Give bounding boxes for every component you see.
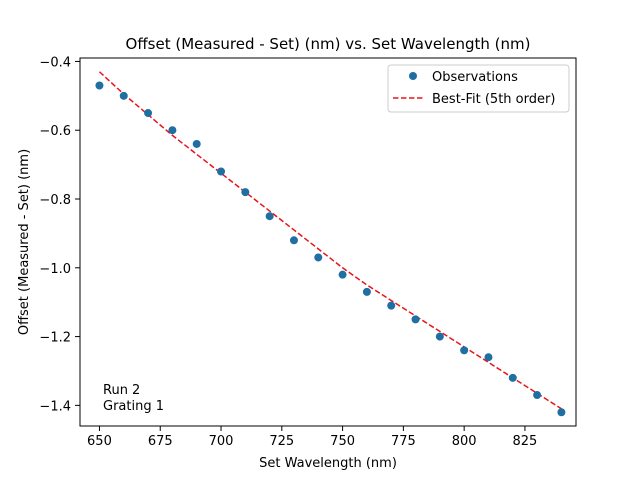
observation-point: [192, 139, 201, 148]
x-tick-label: 800: [452, 434, 477, 449]
annotation: Run 2 Grating 1: [103, 383, 164, 414]
legend-marker-observations: [409, 72, 417, 80]
observation-point: [119, 91, 128, 100]
annotation-run: Run 2: [103, 383, 140, 398]
chart-title: Offset (Measured - Set) (nm) vs. Set Wav…: [126, 35, 531, 53]
fit-layer: [98, 71, 562, 410]
y-axis-ticks: −0.4 −0.6 −0.8 −1.0 −1.2 −1.4: [39, 55, 80, 414]
observation-point: [289, 236, 298, 245]
observation-point: [217, 167, 226, 176]
observation-point: [241, 188, 250, 197]
observation-point: [144, 109, 153, 118]
observation-point: [508, 373, 517, 382]
observation-point: [460, 346, 469, 355]
observation-point: [314, 253, 323, 262]
observation-point: [484, 353, 493, 362]
legend: Observations Best-Fit (5th order): [387, 64, 570, 113]
legend-box: [387, 64, 570, 113]
annotation-grating: Grating 1: [103, 399, 164, 414]
legend-label-observations: Observations: [432, 70, 518, 85]
plot-frame: [79, 57, 577, 427]
x-tick-label: 750: [330, 434, 355, 449]
observation-point: [362, 287, 371, 296]
x-tick-label: 650: [87, 434, 112, 449]
x-tick-label: 775: [391, 434, 416, 449]
y-tick-label: −0.6: [39, 124, 71, 139]
fit-line: [98, 71, 562, 410]
points-layer: [95, 81, 566, 417]
y-tick-label: −1.4: [39, 399, 71, 414]
observation-point: [411, 315, 420, 324]
x-axis-label: Set Wavelength (nm): [259, 456, 397, 471]
x-tick-label: 725: [269, 434, 294, 449]
observation-point: [95, 81, 104, 90]
x-tick-label: 675: [148, 434, 173, 449]
y-axis-label: Offset (Measured - Set) (nm): [17, 149, 32, 335]
x-tick-label: 700: [209, 434, 234, 449]
observation-point: [435, 332, 444, 341]
observation-point: [533, 391, 542, 400]
x-axis-ticks: 650 675 700 725 750 775 800 825: [87, 426, 537, 449]
observation-point: [557, 408, 566, 417]
plot-area: [95, 71, 566, 417]
y-tick-label: −1.2: [39, 331, 71, 346]
observation-point: [387, 301, 396, 310]
y-tick-label: −0.8: [39, 193, 71, 208]
legend-label-fit: Best-Fit (5th order): [432, 92, 555, 107]
observation-point: [338, 270, 347, 279]
observation-point: [265, 212, 274, 221]
observation-point: [168, 126, 177, 135]
x-tick-label: 825: [513, 434, 538, 449]
y-tick-label: −1.0: [39, 262, 71, 277]
y-tick-label: −0.4: [39, 55, 71, 70]
